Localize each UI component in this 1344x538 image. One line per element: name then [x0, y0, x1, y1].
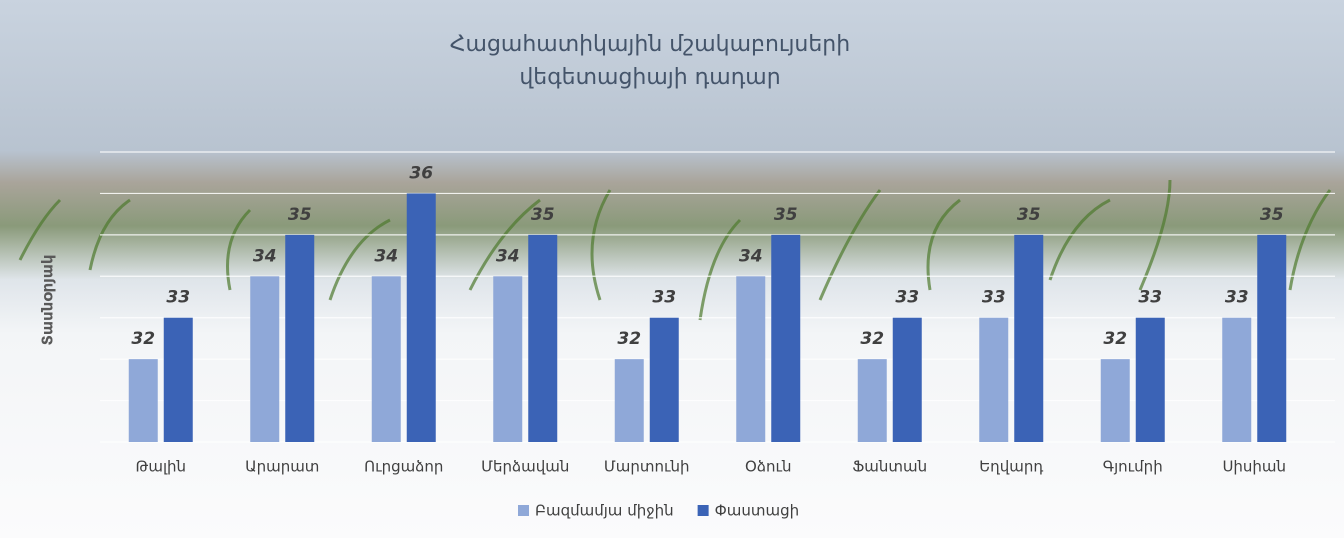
bar — [1014, 235, 1043, 442]
x-tick-label: Եղվարդ — [979, 458, 1043, 476]
data-label: 33 — [652, 288, 676, 308]
bar — [1222, 318, 1251, 442]
data-label: 32 — [617, 329, 641, 349]
bar — [285, 235, 314, 442]
data-label: 36 — [409, 163, 433, 183]
bar — [1257, 235, 1286, 442]
bar — [1136, 318, 1165, 442]
data-label: 35 — [774, 205, 798, 225]
bar — [1101, 359, 1130, 442]
x-tick-label: Օձուն — [745, 458, 791, 476]
data-label: 34 — [253, 246, 277, 266]
data-label: 33 — [166, 288, 190, 308]
bar — [615, 359, 644, 442]
x-tick-label: Թալին — [135, 458, 186, 476]
bar — [250, 276, 279, 442]
data-label: 32 — [131, 329, 155, 349]
data-label: 35 — [1017, 205, 1041, 225]
bar — [858, 359, 887, 442]
bar — [372, 276, 401, 442]
data-label: 33 — [1138, 288, 1162, 308]
x-tick-label: Սիսիան — [1222, 458, 1286, 476]
bar — [129, 359, 158, 442]
data-label: 35 — [1260, 205, 1284, 225]
bar — [164, 318, 193, 442]
bar — [736, 276, 765, 442]
y-axis-label: Տասնօրյակ — [39, 254, 57, 345]
x-tick-label: Մարտունի — [604, 458, 690, 476]
data-label: 33 — [1225, 288, 1249, 308]
chart-title: վեգետացիայի դադար — [519, 65, 780, 90]
x-tick-label: Մերձավան — [481, 458, 569, 476]
bar — [771, 235, 800, 442]
legend-swatch — [518, 505, 529, 516]
x-tick-label: Ուրցաձոր — [364, 458, 443, 476]
data-label: 35 — [288, 205, 312, 225]
x-tick-label: Ֆանտան — [852, 458, 927, 476]
data-label: 33 — [895, 288, 919, 308]
chart-title: Հացահատիկային մշակաբույսերի — [450, 32, 850, 57]
bar — [493, 276, 522, 442]
chart: Հացահատիկային մշակաբույսերի վեգետացիայի … — [0, 0, 1344, 538]
legend-swatch — [698, 505, 709, 516]
data-label: 32 — [860, 329, 884, 349]
legend-label: Փաստացի — [715, 502, 800, 520]
bar — [528, 235, 557, 442]
data-label: 34 — [496, 246, 520, 266]
x-tick-label: Արարատ — [245, 458, 319, 476]
data-label: 34 — [374, 246, 398, 266]
legend-label: Բազմամյա միջին — [535, 502, 674, 520]
data-label: 34 — [739, 246, 763, 266]
data-label: 33 — [982, 288, 1006, 308]
data-label: 32 — [1103, 329, 1127, 349]
x-tick-label: Գյումրի — [1103, 458, 1163, 476]
bar — [407, 193, 436, 442]
bar — [893, 318, 922, 442]
bar — [650, 318, 679, 442]
bar — [979, 318, 1008, 442]
data-label: 35 — [531, 205, 555, 225]
